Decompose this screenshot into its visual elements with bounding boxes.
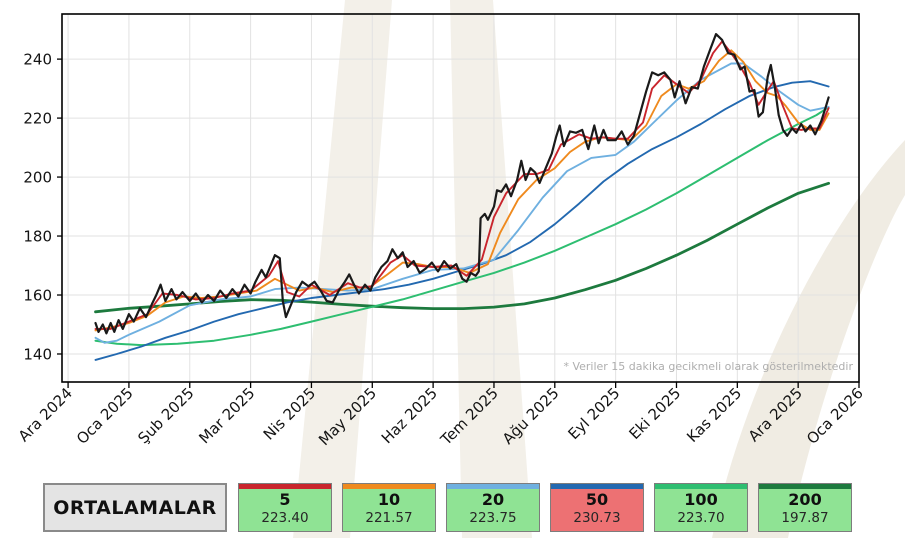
y-tick-label: 160	[23, 287, 52, 305]
ma-10-value: 221.57	[365, 510, 413, 526]
x-tick-label: Şub 2025	[134, 384, 197, 447]
x-tick-label: Ara 2025	[745, 384, 806, 445]
ma-5-period: 5	[279, 490, 291, 509]
x-tick-label: Oca 2025	[73, 384, 137, 448]
x-tick-label: Haz 2025	[378, 384, 441, 447]
ma-10-period: 10	[377, 490, 401, 509]
ma-200-period: 200	[788, 490, 822, 509]
series-lines	[94, 32, 830, 361]
watermark-right-stroke	[450, 0, 532, 538]
MA200-line	[94, 181, 830, 314]
ma-100-value: 223.70	[677, 510, 725, 526]
x-tick-label: May 2025	[315, 384, 380, 449]
ma-chip-50[interactable]: 50 230.73	[550, 483, 644, 532]
x-tick-label: Mar 2025	[195, 384, 258, 447]
averages-legend: ORTALAMALAR 5 223.40 10 221.57 20 223.75…	[43, 483, 852, 532]
ma-100-color-bar	[655, 484, 747, 489]
ma-chip-200[interactable]: 200 197.87	[758, 483, 852, 532]
ma-100-period: 100	[684, 490, 718, 509]
ma-200-value: 197.87	[781, 510, 829, 526]
watermark-left-stroke	[293, 0, 392, 538]
x-tick-label: Nis 2025	[260, 384, 320, 444]
y-tick-label: 180	[23, 228, 52, 246]
y-tick-label: 140	[23, 345, 52, 363]
ma-50-color-bar	[551, 484, 643, 489]
ma-chip-100[interactable]: 100 223.70	[654, 483, 748, 532]
ma-chip-10[interactable]: 10 221.57	[342, 483, 436, 532]
price-line	[94, 32, 830, 335]
watermark-swoosh	[712, 140, 905, 538]
x-tick-label: Ara 2024	[15, 384, 76, 445]
plot-border	[61, 13, 860, 383]
ma-chip-5[interactable]: 5 223.40	[238, 483, 332, 532]
ma-5-value: 223.40	[261, 510, 309, 526]
MA20-line	[94, 62, 830, 344]
x-tick-label: Eyl 2025	[564, 384, 623, 443]
x-tick-label: Oca 2026	[803, 384, 867, 448]
ma-chips: 5 223.40 10 221.57 20 223.75 50 230.73 1	[238, 483, 852, 532]
x-tick-label: Eki 2025	[625, 384, 684, 443]
MA50-line	[94, 80, 830, 361]
y-tick-label: 200	[23, 169, 52, 187]
ma-50-period: 50	[585, 490, 609, 509]
x-tick-label: Ağu 2025	[499, 384, 563, 448]
MA100-line	[94, 106, 830, 347]
ma-10-color-bar	[343, 484, 435, 489]
ma-20-color-bar	[447, 484, 539, 489]
ma-200-color-bar	[759, 484, 851, 489]
MA10-line	[94, 49, 830, 332]
averages-button[interactable]: ORTALAMALAR	[43, 483, 227, 532]
y-tick-label: 240	[23, 51, 52, 69]
ma-20-value: 223.75	[469, 510, 517, 526]
x-tick-label: Kas 2025	[683, 384, 745, 446]
ma-chip-20[interactable]: 20 223.75	[446, 483, 540, 532]
x-tick-label: Tem 2025	[436, 384, 501, 449]
y-tick-label: 220	[23, 110, 52, 128]
MA5-line	[94, 40, 830, 330]
ma-5-color-bar	[239, 484, 331, 489]
ma-20-period: 20	[481, 490, 505, 509]
ma-50-value: 230.73	[573, 510, 621, 526]
